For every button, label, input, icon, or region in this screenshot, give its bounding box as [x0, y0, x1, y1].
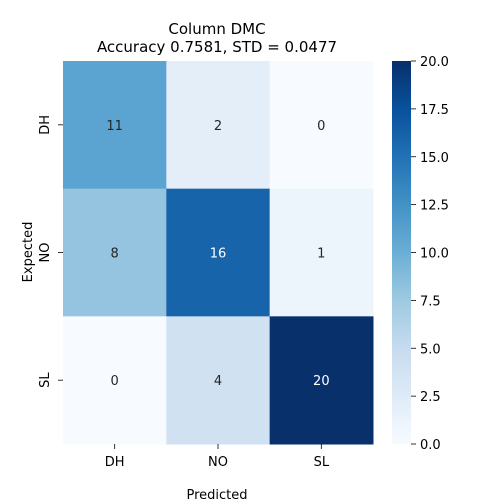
x-tick-label: NO: [208, 455, 228, 470]
heatmap-cell: [269, 316, 374, 445]
y-tick-label: NO: [38, 243, 53, 263]
x-tick-label: DH: [105, 455, 125, 470]
heatmap-cell: [63, 188, 167, 317]
cell-value-label: 1: [317, 247, 325, 262]
colorbar-tick-label: 7.5: [420, 294, 441, 309]
chart-subtitle: Accuracy 0.7581, STD = 0.0477: [97, 38, 337, 56]
cell-value-label: 16: [210, 247, 227, 262]
colorbar-tick-label: 5.0: [420, 342, 441, 357]
heatmap-cell: [63, 316, 167, 445]
x-axis-ticks: DH NO SL: [105, 444, 330, 470]
cell-value-label: 2: [214, 119, 222, 134]
colorbar-tick-label: 20.0: [420, 55, 449, 70]
heatmap-cell: [166, 61, 271, 190]
heatmap-cell: [166, 188, 271, 317]
chart-title: Column DMC: [168, 20, 265, 38]
colorbar-tick-label: 12.5: [420, 199, 449, 214]
colorbar-tick-label: 10.0: [420, 247, 449, 262]
cell-value-label: 8: [111, 247, 119, 262]
colorbar-tick-label: 0.0: [420, 438, 441, 453]
colorbar: [392, 61, 411, 444]
cell-value-label: 4: [214, 374, 222, 389]
heatmap-cell: [269, 61, 374, 190]
cell-value-label: 0: [317, 119, 325, 134]
y-tick-label: DH: [38, 115, 53, 135]
x-axis-label: Predicted: [186, 488, 247, 500]
y-tick-label: SL: [38, 372, 53, 388]
colorbar-tick-label: 2.5: [420, 390, 441, 405]
heatmap-cell-labels: 11 2 08 16 10 4 20: [106, 119, 329, 389]
x-tick-label: SL: [314, 455, 330, 470]
heatmap-cells: [63, 61, 374, 445]
colorbar-tick-label: 17.5: [420, 103, 449, 118]
cell-value-label: 20: [313, 374, 330, 389]
y-axis-label: Expected: [21, 222, 36, 283]
colorbar-tick-label: 15.0: [420, 151, 449, 166]
colorbar-ticks: 0.0 2.5 5.0 7.5 10.0 12.5 15.0 17.5 20.0: [411, 55, 449, 453]
heatmap-cell: [63, 61, 167, 190]
y-axis-ticks: DH NO SL: [38, 115, 63, 388]
heatmap-cell: [269, 188, 374, 317]
heatmap-cell: [166, 316, 271, 445]
cell-value-label: 11: [106, 119, 123, 134]
cell-value-label: 0: [111, 374, 119, 389]
